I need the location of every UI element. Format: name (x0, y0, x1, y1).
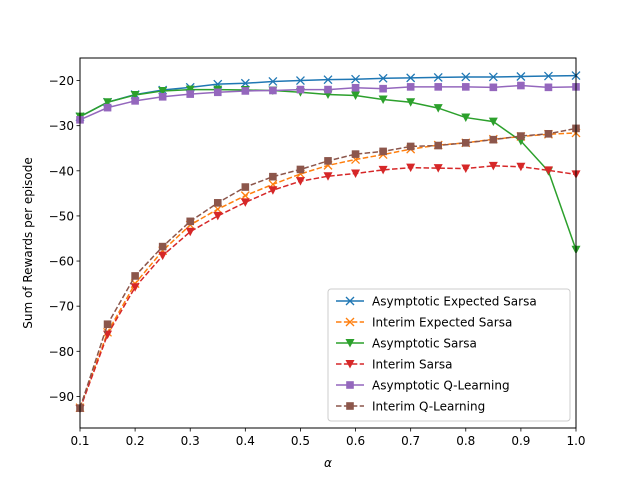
data-point (434, 142, 442, 150)
y-tick-label: −50 (49, 209, 74, 223)
legend-label: Asymptotic Sarsa (372, 337, 477, 351)
data-point (186, 218, 194, 226)
data-point (379, 148, 387, 156)
x-tick-label: 0.3 (181, 434, 200, 448)
data-point (297, 166, 305, 174)
y-tick-label: −90 (49, 390, 74, 404)
data-point (242, 183, 250, 191)
data-point (131, 97, 139, 105)
y-tick-label: −70 (49, 300, 74, 314)
legend-label: Interim Q-Learning (372, 400, 485, 414)
x-axis-label: α (324, 456, 332, 470)
data-point (545, 84, 553, 92)
y-tick-label: −80 (49, 345, 74, 359)
legend-label: Interim Expected Sarsa (372, 316, 512, 330)
data-point (214, 88, 222, 96)
data-point (159, 93, 167, 101)
data-point (159, 243, 167, 251)
data-point (379, 85, 387, 93)
data-point (517, 82, 525, 90)
legend-marker (346, 402, 354, 410)
data-point (324, 157, 332, 165)
data-point (242, 87, 250, 95)
data-point (324, 86, 332, 94)
data-point (545, 130, 553, 138)
data-point (517, 132, 525, 140)
data-point (407, 143, 415, 151)
legend-label: Asymptotic Expected Sarsa (372, 295, 537, 309)
x-tick-label: 0.9 (511, 434, 530, 448)
data-point (462, 83, 470, 91)
y-tick-label: −20 (49, 74, 74, 88)
x-tick-label: 0.6 (346, 434, 365, 448)
x-tick-label: 0.1 (70, 434, 89, 448)
y-axis-label: Sum of Rewards per episode (21, 157, 35, 329)
data-point (490, 136, 498, 144)
data-point (104, 104, 112, 112)
legend-label: Asymptotic Q-Learning (372, 379, 510, 393)
x-tick-label: 0.5 (291, 434, 310, 448)
legend-label: Interim Sarsa (372, 358, 453, 372)
data-point (434, 83, 442, 91)
legend-marker (346, 381, 354, 389)
x-tick-label: 0.4 (236, 434, 255, 448)
data-point (214, 199, 222, 207)
data-point (269, 173, 277, 181)
data-point (297, 86, 305, 94)
data-point (352, 150, 360, 158)
x-tick-label: 1.0 (566, 434, 585, 448)
data-point (186, 90, 194, 98)
x-tick-label: 0.2 (126, 434, 145, 448)
data-point (407, 83, 415, 91)
data-point (352, 84, 360, 92)
data-point (490, 84, 498, 92)
data-point (104, 320, 112, 328)
data-point (131, 272, 139, 280)
data-point (269, 87, 277, 95)
y-tick-label: −40 (49, 164, 74, 178)
y-tick-label: −30 (49, 119, 74, 133)
x-tick-label: 0.8 (456, 434, 475, 448)
y-tick-label: −60 (49, 255, 74, 269)
data-point (462, 139, 470, 147)
x-tick-label: 0.7 (401, 434, 420, 448)
legend: Asymptotic Expected Sarsa Interim Expecte… (328, 289, 570, 421)
